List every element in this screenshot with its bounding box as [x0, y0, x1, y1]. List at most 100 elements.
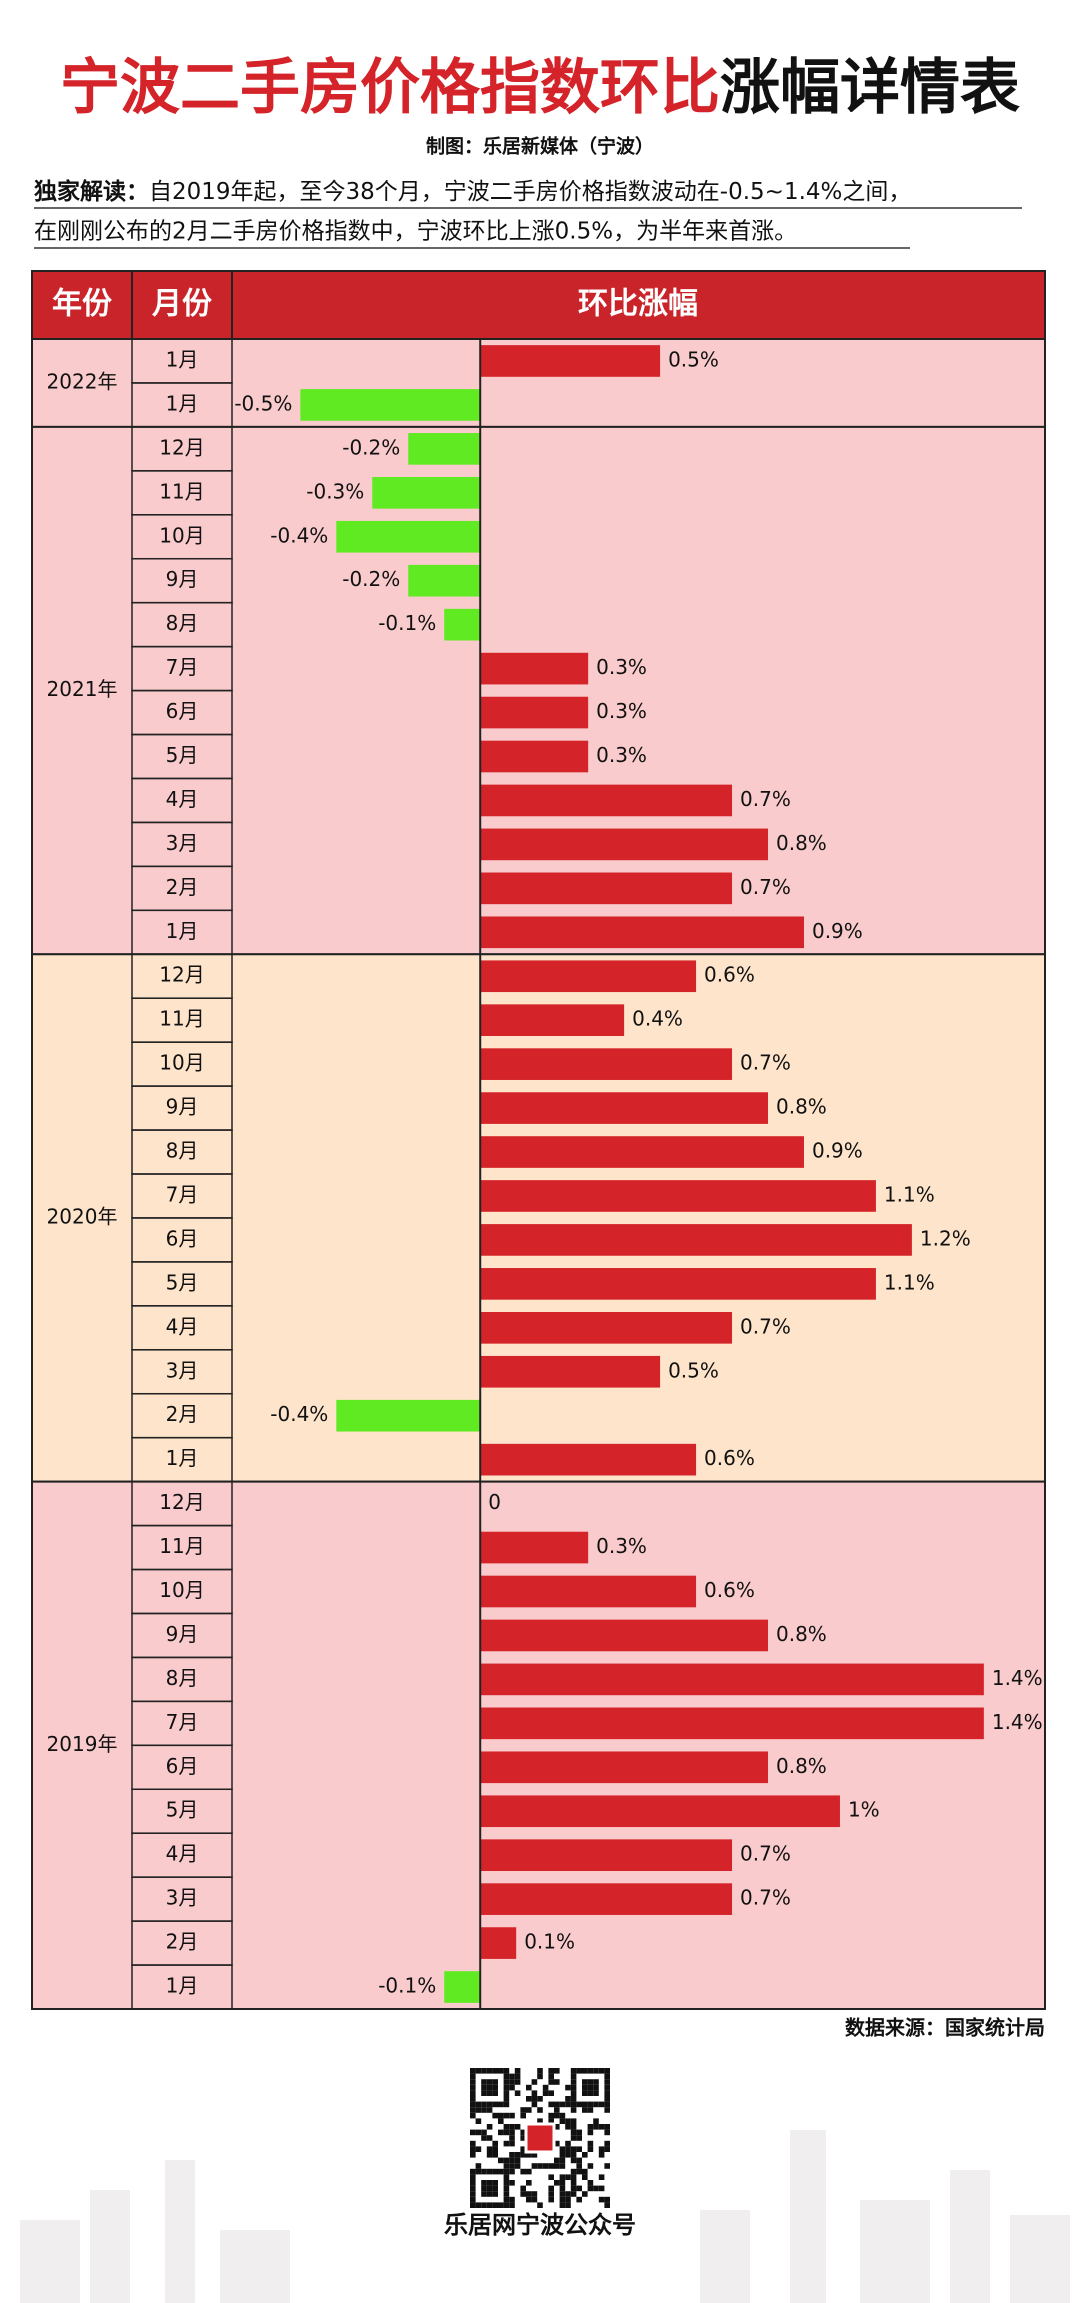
value-label: 1.1% [884, 1182, 935, 1206]
qr-module [582, 2191, 588, 2197]
title-black: 涨幅详情表 [720, 53, 1020, 123]
qr-module [548, 2196, 554, 2203]
qr-module [604, 2196, 610, 2203]
qr-module [542, 2090, 549, 2096]
qr-module [514, 2157, 521, 2164]
month-label: 10月 [159, 1578, 204, 1602]
value-label: 1.4% [992, 1710, 1043, 1734]
qr-module [565, 2196, 571, 2203]
qr-module [481, 2191, 487, 2197]
qr-module [481, 2129, 487, 2136]
qr-module [570, 2101, 577, 2108]
year-label: 2020年 [47, 1204, 118, 1228]
qr-module [582, 2090, 588, 2096]
value-label: 0.8% [776, 1095, 827, 1119]
qr-module [475, 2118, 482, 2124]
qr-module [498, 2112, 504, 2119]
qr-code [466, 2064, 614, 2212]
qr-module [531, 2090, 538, 2096]
qr-module [509, 2196, 515, 2203]
qr-module [498, 2118, 504, 2124]
qr-module [593, 2084, 599, 2091]
qr-module [587, 2090, 594, 2096]
qr-module [475, 2146, 482, 2152]
month-label: 9月 [166, 1622, 199, 1646]
qr-module [509, 2079, 515, 2085]
qr-module [593, 2185, 599, 2192]
bar [480, 1355, 661, 1388]
qr-module [486, 2180, 493, 2186]
qr-module [593, 2090, 599, 2096]
note-text: 自2019年起，至今38个月，宁波二手房价格指数波动在-0.5~1.4%之间， [149, 179, 911, 205]
month-label: 3月 [166, 1358, 199, 1382]
qr-module [565, 2096, 571, 2102]
qr-module [503, 2180, 510, 2186]
qr-module [503, 2068, 510, 2074]
qr-module [587, 2101, 594, 2108]
qr-module [514, 2068, 521, 2074]
bar [480, 1883, 733, 1915]
qr-module [492, 2084, 498, 2091]
bar [480, 1092, 769, 1124]
qr-module [554, 2180, 560, 2186]
qr-module [498, 2202, 504, 2208]
qr-module [470, 2140, 476, 2147]
qr-module [503, 2079, 510, 2085]
qr-module [548, 2068, 554, 2074]
qr-module [492, 2168, 498, 2175]
qr-module [470, 2146, 476, 2152]
month-cell [131, 1964, 233, 2010]
qr-module [548, 2118, 554, 2124]
qr-module [604, 2124, 610, 2130]
qr-module [604, 2068, 610, 2074]
value-label: -0.1% [378, 611, 436, 635]
qr-module [576, 2185, 582, 2192]
subtitle: 制图：乐居新媒体（宁波） [426, 135, 654, 158]
qr-module [492, 2185, 498, 2192]
qr-module [526, 2152, 532, 2158]
month-label: 5月 [166, 1270, 199, 1294]
qr-module [492, 2152, 498, 2158]
year-label: 2022年 [47, 369, 118, 393]
qr-module [486, 2124, 493, 2130]
month-label: 3月 [166, 831, 199, 855]
bar [480, 1531, 589, 1564]
bar [480, 345, 661, 377]
value-label: 0.7% [740, 1051, 791, 1075]
qr-module [559, 2191, 566, 2197]
month-label: 6月 [166, 1754, 199, 1778]
value-label: -0.4% [270, 1402, 328, 1426]
value-label: 0.6% [704, 1578, 755, 1602]
qr-module [486, 2079, 493, 2085]
qr-module [486, 2191, 493, 2197]
qr-module [587, 2079, 594, 2085]
month-label: 2月 [166, 1930, 199, 1954]
month-label: 7月 [166, 1710, 199, 1734]
qr-module [576, 2135, 582, 2141]
qr-module [470, 2112, 476, 2119]
qr-module [509, 2202, 515, 2208]
qr-module [509, 2180, 515, 2186]
source: 数据来源：国家统计局 [845, 2016, 1045, 2040]
qr-module [486, 2146, 493, 2152]
bar [336, 1399, 481, 1432]
bar [480, 1180, 876, 1212]
qr-module [587, 2163, 594, 2169]
qr-module [565, 2101, 571, 2108]
qr-module [559, 2112, 566, 2119]
qr-module [509, 2112, 515, 2119]
bar [480, 1268, 876, 1300]
qr-module [548, 2101, 554, 2108]
qr-module [582, 2107, 588, 2113]
qr-module [548, 2191, 554, 2197]
month-label: 1月 [166, 347, 199, 371]
qr-module [570, 2090, 577, 2096]
qr-module [598, 2101, 605, 2108]
qr-module [570, 2124, 577, 2130]
qr-module [470, 2174, 476, 2180]
qr-module [509, 2140, 515, 2147]
qr-module [565, 2152, 571, 2158]
qr-module [604, 2163, 610, 2169]
qr-module [587, 2180, 594, 2186]
